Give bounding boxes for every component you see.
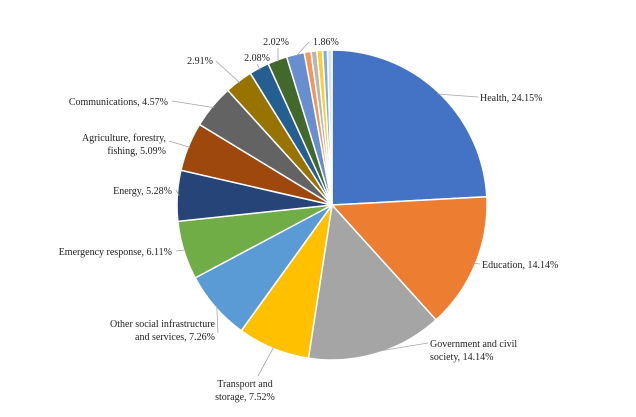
data-label: 2.08%: [244, 53, 270, 64]
leader-line: [171, 100, 215, 109]
leader-line: [295, 41, 310, 57]
leader-line: [437, 93, 479, 98]
data-label: Agriculture, forestry,: [82, 133, 166, 144]
data-label: Transport and: [217, 379, 272, 390]
data-label: Education, 14.14%: [482, 260, 558, 271]
data-label: Health, 24.15%: [480, 93, 543, 104]
pie-slice: [307, 203, 438, 361]
leader-line: [168, 140, 191, 148]
data-label: 2.91%: [187, 56, 213, 67]
leader-line: [175, 189, 180, 196]
data-label: and services, 7.26%: [135, 332, 215, 343]
leader-line: [257, 346, 275, 377]
data-label: society, 14.14%: [430, 352, 494, 363]
data-label: Communications, 4.57%: [69, 97, 168, 108]
pie-slice: [331, 49, 488, 206]
leader-line: [175, 249, 186, 252]
data-label: fishing, 5.09%: [107, 146, 166, 157]
data-label: Government and civil: [430, 339, 517, 350]
leader-line: [216, 305, 219, 334]
data-label: Energy, 5.28%: [113, 186, 172, 197]
data-label: Other social infrastructure: [110, 319, 216, 330]
pie-slice: [326, 49, 333, 206]
data-label: Emergency response, 6.11%: [59, 247, 172, 258]
leader-line: [215, 60, 241, 84]
leader-line: [375, 342, 429, 352]
leader-line: [473, 262, 481, 265]
data-label: 1.86%: [313, 37, 339, 48]
leader-line: [256, 63, 261, 71]
data-label: 2.02%: [263, 37, 289, 48]
pie-slice: [330, 195, 488, 321]
data-label: storage, 7.52%: [215, 392, 275, 403]
